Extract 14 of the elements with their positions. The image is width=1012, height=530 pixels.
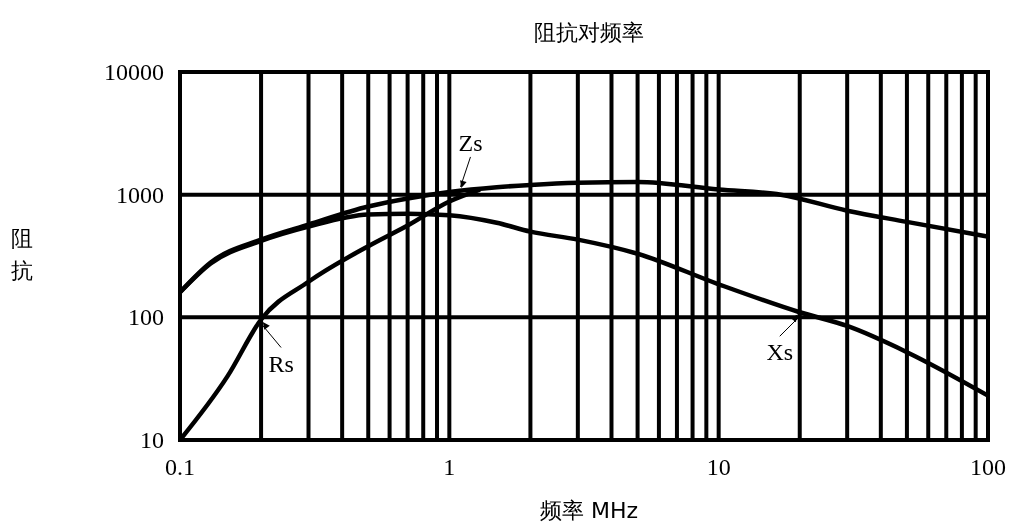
chart-title: 阻抗对频率 bbox=[534, 20, 644, 45]
x-tick-label: 100 bbox=[970, 454, 1006, 480]
y-tick-label: 10000 bbox=[104, 59, 164, 85]
legend-label: Rs bbox=[268, 350, 294, 377]
series-label: Zs bbox=[458, 129, 483, 156]
y-axis-title: 阻抗 bbox=[11, 226, 33, 283]
y-tick-label: 100 bbox=[128, 304, 164, 331]
x-axis-title: 频率 MHz bbox=[539, 498, 639, 523]
x-tick-label: 10 bbox=[706, 454, 731, 480]
y-tick-label: 10 bbox=[140, 427, 164, 453]
y-tick-label: 1000 bbox=[116, 181, 164, 208]
x-tick-label: 0.1 bbox=[165, 454, 195, 480]
x-tick-label: 1 bbox=[443, 454, 456, 480]
legend-label: Xs bbox=[766, 339, 794, 366]
